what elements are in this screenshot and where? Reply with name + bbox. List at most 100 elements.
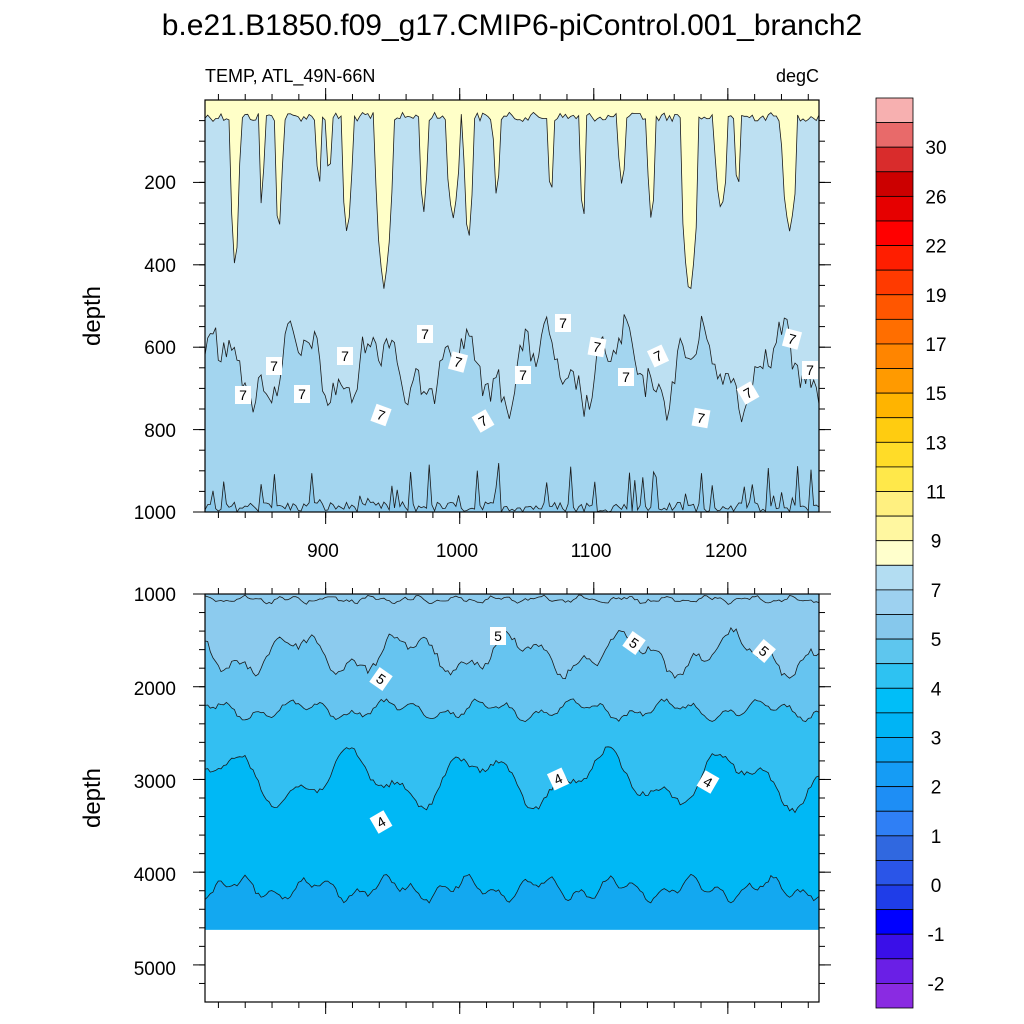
upper-contour-lines [205, 111, 819, 512]
colorbar-box [875, 761, 914, 788]
colorbar-box [875, 122, 914, 148]
contour-line [205, 462, 819, 512]
colorbar-box [875, 417, 914, 443]
colorbar-tick-label: 7 [931, 581, 942, 602]
upper-region-5-7-lower [205, 314, 819, 512]
contour-label: 7 [646, 344, 670, 368]
colorbar-box [875, 441, 914, 468]
colorbar-box [875, 663, 914, 689]
lower-contour-lines [205, 594, 819, 904]
contour-label: 5 [622, 631, 646, 655]
upper-ylabel: depth [79, 286, 106, 346]
contour-label: 7 [337, 347, 353, 365]
contour-label-text: 7 [786, 330, 798, 348]
variable-label: TEMP, ATL_49N-66N [205, 66, 375, 87]
colorbar-box [875, 269, 914, 296]
upper-ytick-label: 800 [144, 421, 176, 442]
lower-ticks [193, 582, 831, 1014]
contour-label-text: 7 [421, 326, 429, 342]
contour-label: 7 [447, 351, 469, 373]
colorbar-tick-label: 26 [925, 187, 946, 208]
colorbar: -2 -1 0 1 2 3 4 5 7 9 11 13 15 17 19 22 26 30 [875, 97, 947, 1009]
colorbar-boxes [875, 97, 914, 1009]
contour-label: 7 [802, 361, 818, 379]
contour-label: 7 [471, 409, 495, 433]
colorbar-box [875, 195, 914, 222]
lower-ytick-label: 4000 [134, 865, 176, 886]
colorbar-tick-label: 3 [931, 729, 942, 750]
contour-label: 7 [587, 336, 607, 358]
lower-ytick-label: 5000 [134, 959, 176, 980]
colorbar-box [875, 343, 914, 369]
colorbar-box [875, 810, 914, 837]
colorbar-box [875, 97, 914, 123]
colorbar-box [875, 933, 914, 960]
colorbar-tick-label: 19 [925, 286, 946, 307]
colorbar-box [875, 540, 914, 566]
upper-ytick-label: 600 [144, 338, 176, 359]
contour-label: 7 [266, 357, 282, 375]
contour-label: 4 [369, 810, 393, 834]
colorbar-box [875, 515, 914, 542]
contour-line [205, 746, 819, 814]
contour-line [205, 594, 819, 605]
colorbar-box [875, 884, 914, 911]
colorbar-box [875, 392, 914, 419]
colorbar-box [875, 589, 914, 615]
lower-region-3-5-4 [205, 746, 819, 930]
lower-contour-labels: 5 5 5 5 4 4 4 [369, 627, 776, 834]
colorbar-box [875, 909, 914, 935]
contour-label: 7 [736, 381, 760, 405]
upper-ticks [193, 88, 831, 524]
contour-label-text: 7 [452, 353, 464, 371]
contour-label-text: 7 [559, 315, 567, 331]
colorbar-tick-label: 13 [925, 433, 946, 454]
colorbar-box [875, 958, 914, 984]
contour-label: 7 [618, 368, 634, 386]
colorbar-box [875, 368, 914, 394]
colorbar-tick-label: -2 [928, 974, 945, 995]
contour-label: 5 [369, 667, 393, 691]
colorbar-box [875, 220, 914, 246]
lower-ytick-label: 2000 [134, 679, 176, 700]
colorbar-box [875, 983, 914, 1009]
lower-plot-area: 5 5 5 5 4 4 4 [205, 594, 819, 1002]
colorbar-box [875, 860, 914, 886]
contour-label: 7 [417, 325, 433, 343]
units-label: degC [776, 66, 819, 86]
colorbar-box [875, 638, 914, 665]
contour-label-text: 7 [519, 367, 527, 383]
colorbar-box [875, 712, 914, 738]
colorbar-tick-label: 15 [925, 384, 946, 405]
contour-label-text: 5 [494, 628, 502, 644]
colorbar-labels: -2 -1 0 1 2 3 4 5 7 9 11 13 15 17 19 22 26 30 [925, 138, 946, 995]
contour-label: 7 [515, 366, 531, 384]
colorbar-tick-label: 1 [931, 827, 942, 848]
colorbar-tick-label: 11 [926, 483, 946, 504]
upper-ytick-label: 1000 [134, 503, 176, 524]
contour-label: 4 [696, 770, 720, 794]
contour-label: 7 [235, 386, 251, 404]
contour-label: 5 [490, 627, 506, 645]
colorbar-tick-label: 9 [931, 532, 942, 553]
colorbar-box [875, 835, 914, 861]
contour-label-text: 7 [592, 338, 603, 355]
contour-label-text: 7 [622, 369, 630, 385]
contour-label-text: 7 [239, 387, 247, 403]
lower-panel: 5 5 5 5 4 4 4 1000 2000 3000 4000 5000 depth [79, 582, 831, 1014]
colorbar-box [875, 737, 914, 763]
colorbar-tick-label: 5 [931, 630, 942, 651]
xtick-label: 1100 [571, 541, 612, 562]
contour-label-text: 7 [806, 362, 814, 378]
colorbar-box [875, 171, 914, 197]
xtick-label: 1200 [705, 541, 747, 562]
lower-region-3-3-5 [205, 874, 819, 930]
contour-label: 4 [546, 767, 570, 791]
contour-label-text: 7 [341, 348, 349, 364]
contour-label: 7 [555, 314, 571, 332]
colorbar-tick-label: 17 [925, 335, 946, 356]
colorbar-tick-label: 0 [931, 876, 942, 897]
lower-ytick-label: 3000 [134, 772, 176, 793]
